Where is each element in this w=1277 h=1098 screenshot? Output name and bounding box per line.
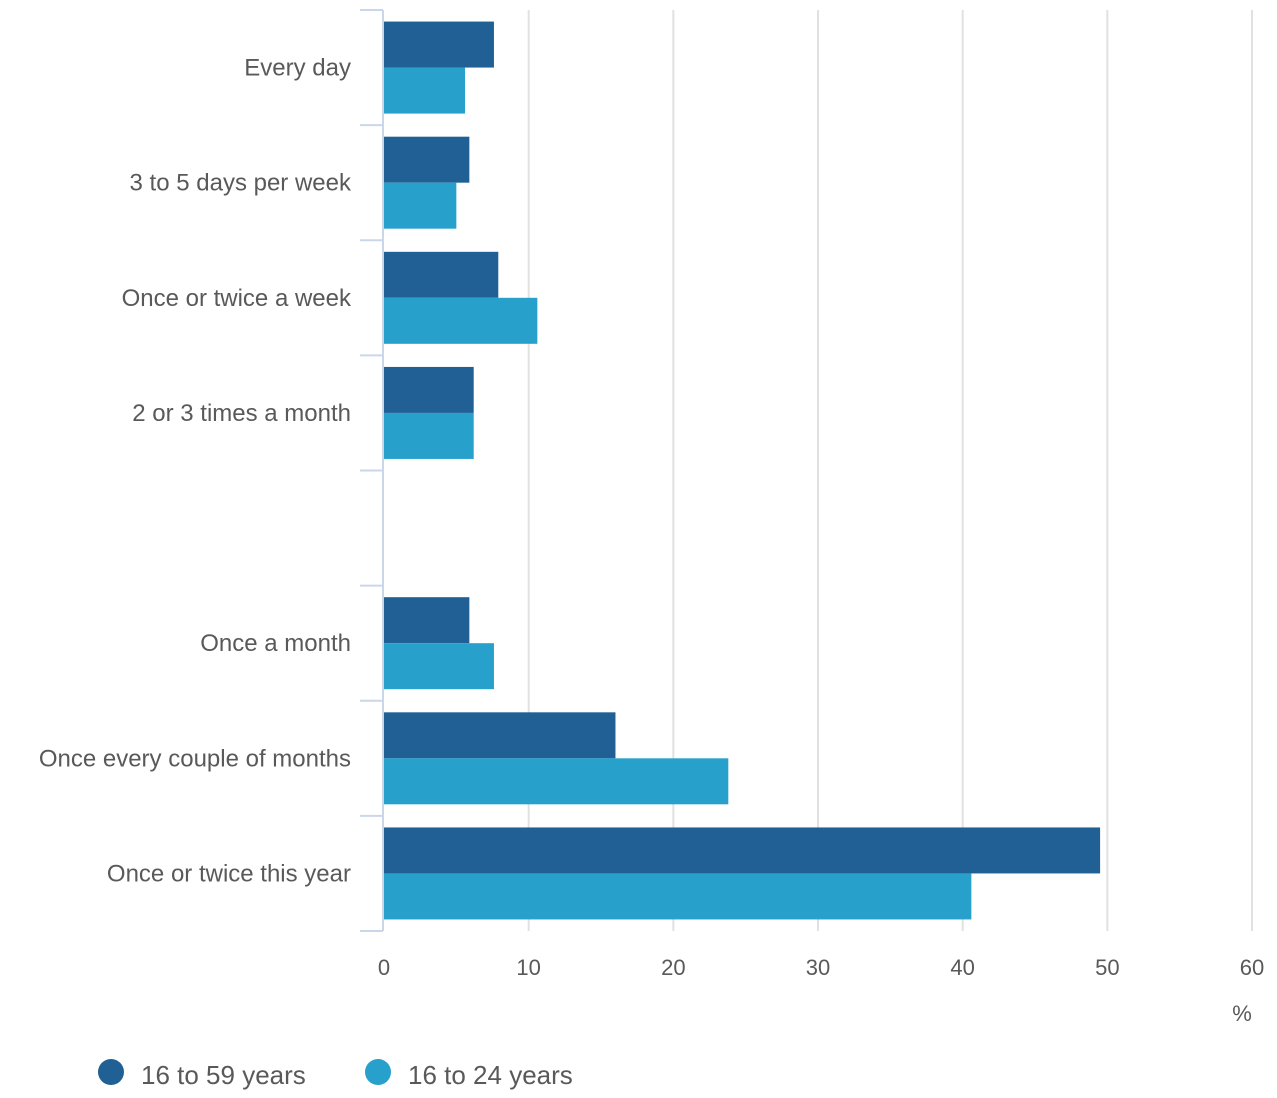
x-tick-label: 10 [516,955,540,980]
x-tick-label: 30 [806,955,830,980]
bar-series1 [384,136,470,183]
label-layer: 0 10 20 30 40 50 60% Every day 3 to 5 days per w… [39,55,1264,1026]
bar-series1 [384,712,616,759]
legend-label: 16 to 24 years [408,1060,573,1090]
category-label: Once or twice this year [107,860,351,887]
x-tick-label: 50 [1095,955,1119,980]
bar-series1 [384,827,1101,874]
category-label: Once every couple of months [39,745,351,772]
axis-layer [360,9,384,932]
bar-series2 [384,412,474,459]
x-tick-label: 20 [661,955,685,980]
category-label: 3 to 5 days per week [130,170,352,197]
x-tick-label: 0 [378,955,390,980]
bar-series1 [384,597,470,644]
category-label: 2 or 3 times a month [132,400,351,427]
x-tick-label: 60 [1240,955,1264,980]
legend: 16 to 59 years 16 to 24 years [98,1059,573,1090]
bar-series2 [384,643,494,690]
bar-series1 [384,251,499,298]
bar-series1 [384,21,494,68]
legend-marker [98,1059,124,1085]
bar-series1 [384,366,474,413]
bar-series2 [384,182,457,229]
category-label: Once a month [200,630,351,657]
category-label: Every day [244,55,351,82]
bar-series2 [384,67,466,114]
legend-marker [365,1059,391,1085]
x-tick-label: 40 [950,955,974,980]
legend-label: 16 to 59 years [141,1060,306,1090]
bar-series2 [384,873,972,920]
bar-layer [384,21,1101,920]
category-label: Once or twice a week [122,285,352,312]
bar-series2 [384,297,538,344]
x-unit-label: % [1232,1001,1252,1026]
bar-series2 [384,758,729,805]
